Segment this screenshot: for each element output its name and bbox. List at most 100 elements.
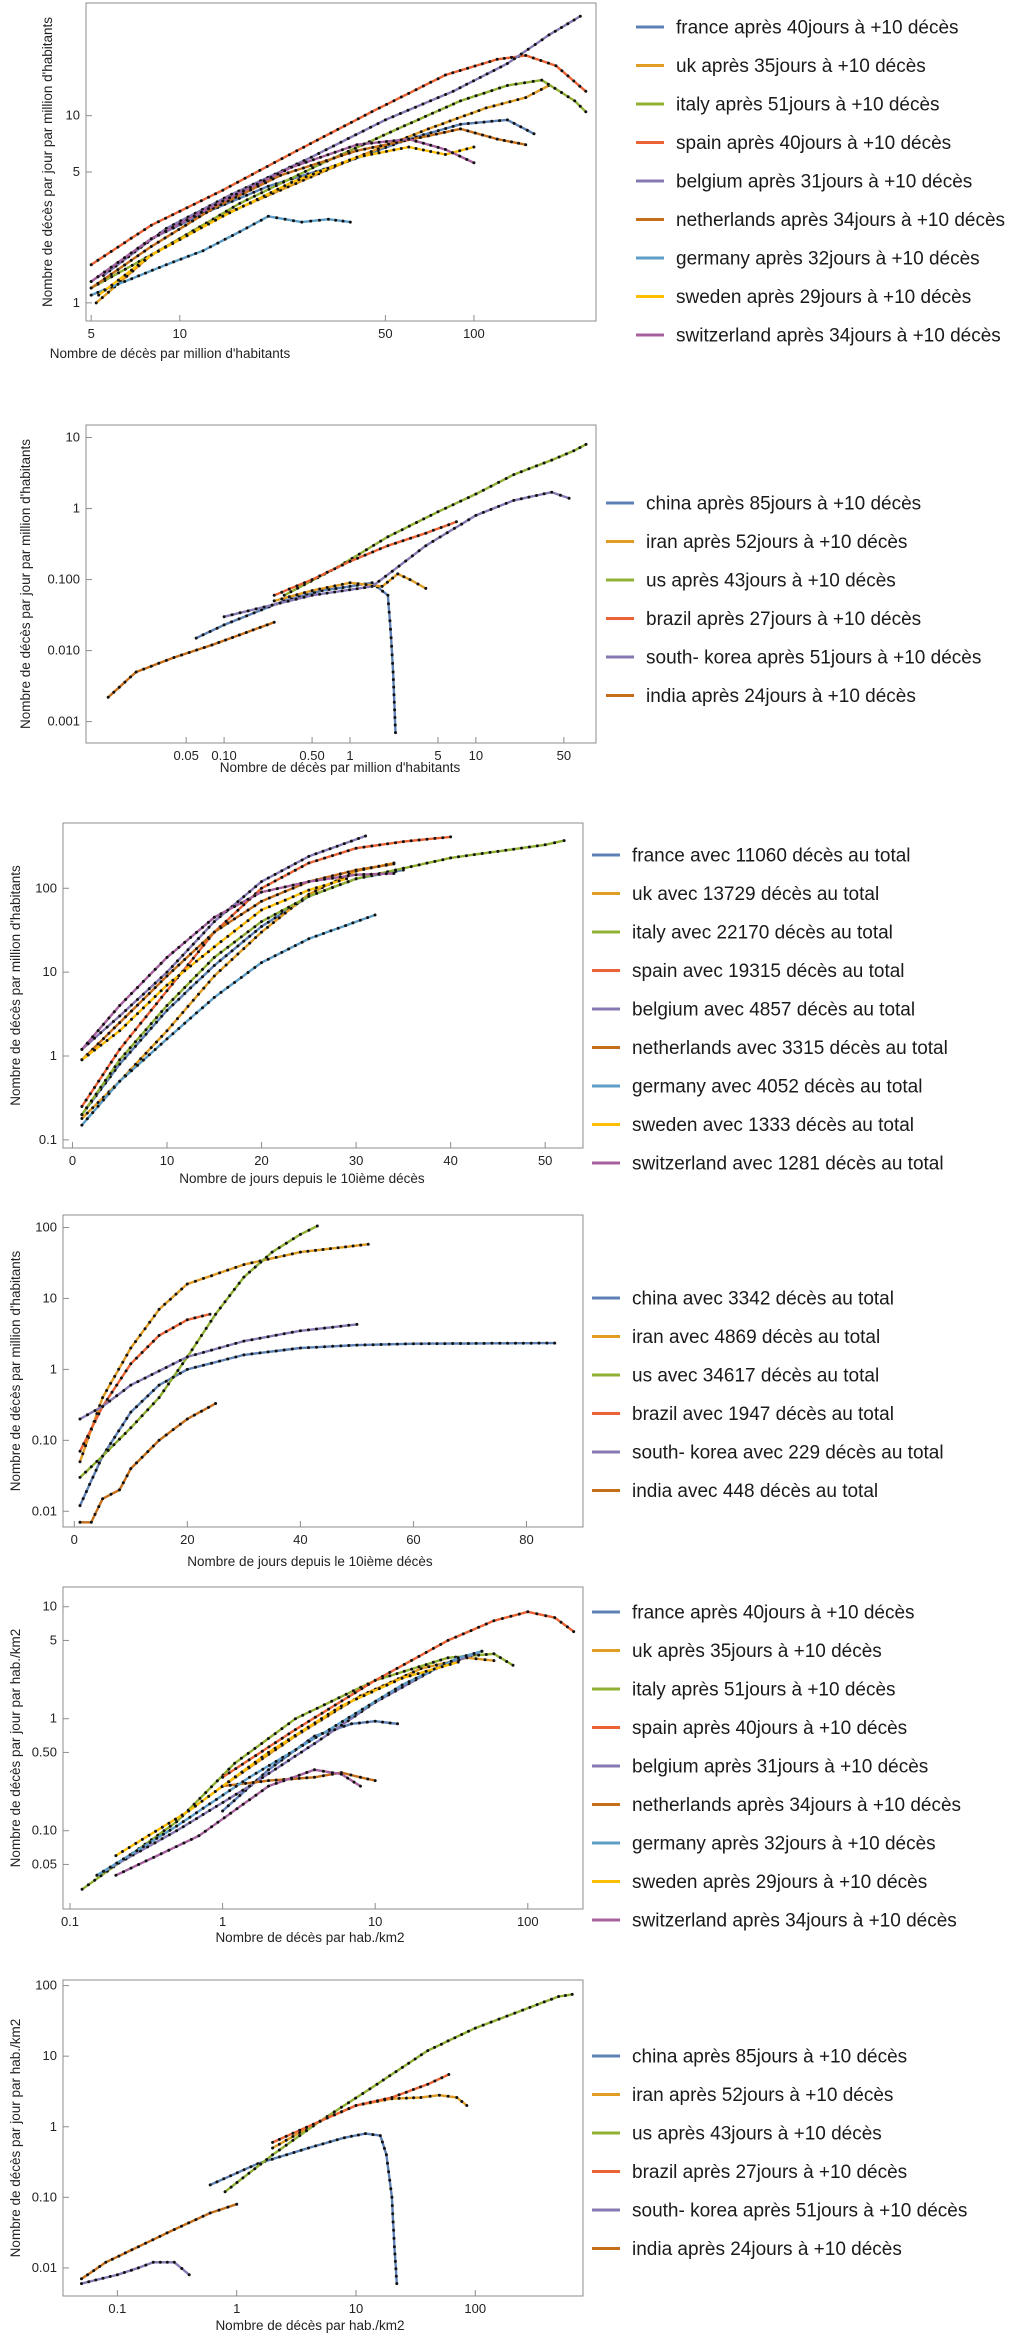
chart4-data-point [250,1261,254,1265]
chart1-data-point [149,237,153,241]
chart1-legend-label: sweden après 29jours à +10 décès [676,287,971,308]
chart1-data-point [407,91,411,95]
chart6-data-point [215,2180,219,2184]
chart3-data-point [273,912,277,916]
chart6-data-point [388,2178,392,2182]
chart2-data-point [296,586,300,590]
chart6-data-point [253,2167,257,2171]
chart4-data-point [164,1330,168,1334]
chart4-data-point [218,1359,222,1363]
chart6-xtick-label: 1 [233,2301,240,2316]
chart3-data-point [349,839,353,843]
chart1-data-point [519,125,523,129]
chart5-data-point [160,1837,164,1841]
chart1-data-point [177,228,181,231]
chart5-data-point [267,1745,271,1749]
chart4-data-point [151,1389,155,1392]
chart3-data-point [260,886,263,890]
chart1-data-point [436,96,440,100]
chart4-data-point [355,1343,359,1347]
chart1-data-point [472,79,475,83]
chart1-data-point [374,137,378,141]
chart6-series-line [80,2261,191,2285]
chart5-data-point [385,1683,389,1687]
chart2-data-point [372,543,376,547]
chart1-data-point [248,186,252,189]
chart5-series-line [114,1660,460,1857]
chart5-data-point [240,1762,244,1766]
chart3-data-point [86,1053,90,1057]
chart1-data-point [484,106,488,110]
chart5-data-point [360,1687,364,1691]
chart2-data-point [497,504,501,508]
chart5-xtick-label: 1 [219,1914,226,1929]
chart2-data-point [567,496,571,500]
chart5-data-point [395,1666,399,1670]
chart5-data-point [197,1834,201,1838]
chart2-data-point [348,584,352,588]
chart4-data-point [151,1444,155,1448]
chart5-data-point [227,1780,231,1784]
chart6-data-point [332,2113,336,2117]
chart2-data-point [504,501,508,505]
chart1-data-point [192,230,196,234]
chart5-data-point [280,1763,284,1767]
chart6-data-point [391,2212,395,2216]
chart4-data-point [118,1437,121,1441]
chart5-data-point [307,1719,311,1723]
chart6-data-point [381,2078,385,2082]
chart2-data-point [401,539,405,543]
chart2-data-point [424,586,428,590]
chart5-series-7 [114,1660,460,1858]
chart5-data-point [189,1837,193,1841]
chart3-ytick-label: 10 [43,964,57,979]
chart4-data-point [119,1376,123,1380]
chart5-data-point [175,1824,179,1828]
chart3-data-point [233,940,236,944]
chart5-data-point [326,1732,330,1736]
chart2-data-point [289,590,293,594]
chart1-data-point [150,268,154,272]
chart3-data-point [394,868,397,872]
chart3-data-point [527,845,531,849]
chart4-data-point [97,1412,101,1416]
chart3-data-point [315,859,319,863]
chart3-data-point [273,879,277,883]
chart6-data-point [349,2134,353,2138]
chart5-data-point [424,1663,428,1667]
chart4-data-point [331,1344,335,1348]
chart4-data-point [514,1341,517,1345]
chart3-data-point [171,950,175,954]
chart1-data-point [532,132,536,136]
chart4-data-point [91,1475,95,1479]
chart3-data-point [206,950,210,954]
chart2-data-point [416,534,420,538]
chart2-data-point [390,653,394,657]
chart4-data-point [93,1409,97,1413]
chart3-data-point [362,873,366,876]
chart2-xtick-label: 10 [469,748,483,763]
chart1-data-point [519,52,523,56]
chart4-data-point [282,1348,286,1352]
chart4-data-point [234,1265,238,1269]
chart1-data-point [553,86,557,90]
chart3-data-point [346,874,350,878]
chart1-data-point [510,55,513,59]
chart3-data-point [354,877,358,881]
chart2-data-point [489,484,493,488]
chart1-data-point [129,251,133,255]
chart1-data-point [498,86,502,90]
chart3-data-point [275,893,279,897]
chart6-data-point [467,2029,470,2033]
chart1-legend-label: netherlands après 34jours à +10 décès [676,210,1005,231]
chart2-data-point [557,455,561,459]
chart3-data-point [260,899,263,903]
chart1-data-point [178,209,182,213]
chart5-data-point [333,1708,337,1712]
chart5-data-point [517,1612,521,1616]
chart6-data-point [223,2190,227,2194]
chart3-data-point [315,879,319,882]
chart4-data-point [282,1332,286,1336]
chart6-data-point [172,2260,176,2264]
chart3-data-point [105,1066,109,1070]
